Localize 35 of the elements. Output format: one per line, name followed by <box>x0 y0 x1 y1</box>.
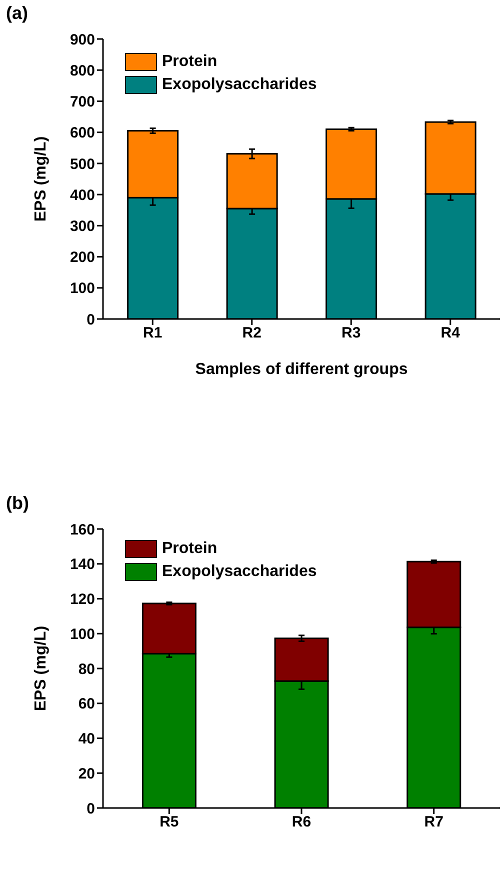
y-tick-label: 400 <box>70 186 95 204</box>
x-tick-label: R6 <box>292 814 312 831</box>
y-tick-label: 500 <box>70 156 95 173</box>
y-tick-label: 700 <box>70 94 95 111</box>
y-tick-label: 140 <box>70 556 95 574</box>
y-tick-label: 0 <box>86 800 95 818</box>
legend-label: Protein <box>162 52 218 70</box>
y-axis-title: EPS (mg/L) <box>32 626 50 712</box>
x-tick-label: R2 <box>242 324 262 342</box>
y-tick-label: 40 <box>78 730 95 748</box>
y-tick-label: 80 <box>78 660 95 678</box>
y-tick-label: 300 <box>70 218 95 235</box>
x-tick-label: R5 <box>160 814 179 831</box>
y-tick-label: 160 <box>70 521 95 538</box>
y-tick-label: 20 <box>78 765 95 782</box>
chart-title: (b) <box>6 493 29 514</box>
legend-label: Exopolysaccharides <box>162 562 317 580</box>
y-tick-label: 120 <box>70 591 95 608</box>
y-tick-label: 100 <box>70 626 95 643</box>
y-axis-title: EPS (mg/L) <box>32 136 50 222</box>
x-tick-label: R3 <box>342 324 361 342</box>
y-tick-label: 600 <box>70 124 95 142</box>
x-tick-label: R7 <box>424 814 444 831</box>
chart-title: (a) <box>6 3 28 24</box>
y-tick-label: 800 <box>70 62 95 80</box>
x-tick-label: R1 <box>143 324 162 342</box>
legend-label: Protein <box>162 540 218 558</box>
y-tick-label: 900 <box>70 31 95 48</box>
y-tick-label: 0 <box>86 311 95 328</box>
y-tick-label: 100 <box>70 280 95 298</box>
x-tick-label: R4 <box>440 324 461 342</box>
y-tick-label: 60 <box>78 696 95 713</box>
y-tick-label: 200 <box>70 249 95 266</box>
x-axis-title: Samples of different groups <box>195 361 408 378</box>
legend-label: Exopolysaccharides <box>162 76 317 94</box>
